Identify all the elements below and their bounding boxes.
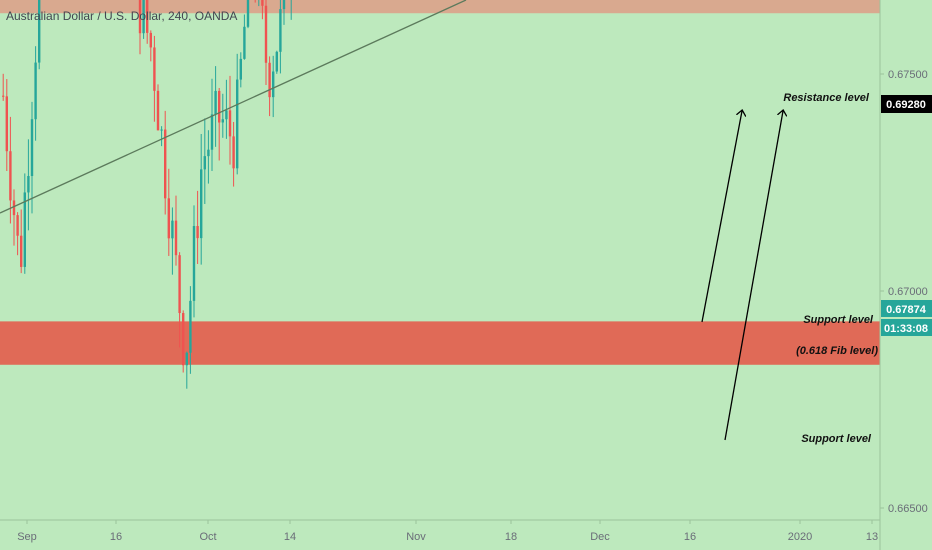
time-tick-label: 13 — [866, 531, 878, 543]
candle-body[interactable] — [38, 0, 41, 63]
candle-body[interactable] — [221, 119, 224, 123]
price-tick-label: 0.66500 — [888, 503, 928, 515]
time-tick-label: 16 — [110, 531, 122, 543]
candle-body[interactable] — [236, 79, 239, 169]
resistance-price-badge — [881, 95, 932, 113]
support-label-lower[interactable]: Support level — [801, 433, 872, 445]
candle-body[interactable] — [225, 110, 228, 120]
support-label-upper[interactable]: Support level — [803, 314, 874, 326]
candle-body[interactable] — [218, 90, 221, 123]
candle-body[interactable] — [203, 156, 206, 170]
candle-body[interactable] — [275, 51, 278, 72]
candle-body[interactable] — [196, 226, 199, 239]
time-tick-label: 2020 — [788, 531, 812, 543]
candle-body[interactable] — [239, 58, 242, 80]
candle-body[interactable] — [232, 136, 235, 169]
candle-body[interactable] — [5, 96, 8, 152]
support-band-lower — [0, 321, 880, 365]
chart-title: Australian Dollar / U.S. Dollar, 240, OA… — [6, 9, 237, 23]
candle-body[interactable] — [282, 0, 286, 10]
candle-body[interactable] — [156, 90, 160, 131]
projection-arrow-short[interactable] — [701, 111, 742, 323]
candle-body[interactable] — [272, 71, 275, 98]
time-tick-label: 16 — [684, 531, 696, 543]
time-tick-label: Sep — [17, 531, 37, 543]
candle-body[interactable] — [12, 200, 16, 216]
current-price-badge — [881, 300, 932, 317]
candle-body[interactable] — [146, 0, 149, 33]
candle-body[interactable] — [9, 151, 12, 201]
candles-group — [2, 0, 292, 389]
candle-body[interactable] — [27, 176, 30, 193]
candle-body[interactable] — [149, 32, 152, 48]
fib-label[interactable]: (0.618 Fib level) — [796, 345, 878, 357]
time-tick-label: Dec — [590, 531, 610, 543]
resistance-price-text: 0.69280 — [886, 99, 926, 111]
candle-body[interactable] — [210, 114, 214, 150]
candle-body[interactable] — [246, 0, 250, 27]
candle-body[interactable] — [138, 0, 142, 34]
candle-body[interactable] — [174, 220, 178, 256]
candle-body[interactable] — [189, 300, 192, 353]
candle-body[interactable] — [192, 226, 196, 301]
price-axis[interactable]: 0.665000.670000.675000.680000.685000.690… — [880, 0, 928, 515]
candle-body[interactable] — [207, 149, 210, 157]
time-tick-label: Nov — [406, 531, 426, 543]
candle-body[interactable] — [214, 90, 217, 115]
candle-body[interactable] — [264, 5, 268, 63]
candle-body[interactable] — [167, 198, 170, 239]
projection-arrow-long[interactable] — [724, 111, 783, 441]
countdown-badge — [881, 319, 932, 336]
candle-body[interactable] — [182, 313, 185, 366]
price-tick-label: 0.67500 — [888, 69, 928, 81]
candle-body[interactable] — [153, 47, 156, 91]
candle-body[interactable] — [178, 255, 181, 314]
candle-body[interactable] — [20, 235, 23, 267]
time-tick-label: 14 — [284, 531, 296, 543]
candle-body[interactable] — [23, 192, 26, 267]
resistance-label[interactable]: Resistance level — [783, 92, 870, 104]
price-tick-label: 0.67000 — [888, 286, 928, 298]
candle-body[interactable] — [279, 9, 282, 52]
current-price-text: 0.67874 — [886, 304, 927, 316]
candle-body[interactable] — [16, 215, 19, 236]
candle-body[interactable] — [34, 62, 37, 120]
candle-body[interactable] — [171, 220, 174, 239]
support-band-upper — [0, 0, 880, 14]
candle-body[interactable] — [185, 352, 188, 366]
candle-body[interactable] — [228, 110, 232, 137]
candle-body[interactable] — [160, 129, 163, 131]
time-tick-label: Oct — [199, 531, 216, 543]
candle-body[interactable] — [2, 95, 5, 97]
candle-body[interactable] — [261, 0, 264, 6]
candle-body[interactable] — [268, 62, 271, 98]
candle-body[interactable] — [200, 169, 203, 239]
time-axis[interactable]: Sep 16 Oct 14 Nov 18 Dec 16 2020 13 — [17, 520, 878, 543]
countdown-text: 01:33:08 — [884, 323, 928, 335]
candle-body[interactable] — [243, 26, 246, 59]
candle-body[interactable] — [142, 0, 145, 34]
candle-body[interactable] — [30, 119, 34, 177]
candle-body[interactable] — [164, 129, 167, 199]
time-tick-label: 18 — [505, 531, 517, 543]
trendline[interactable] — [0, 0, 467, 214]
